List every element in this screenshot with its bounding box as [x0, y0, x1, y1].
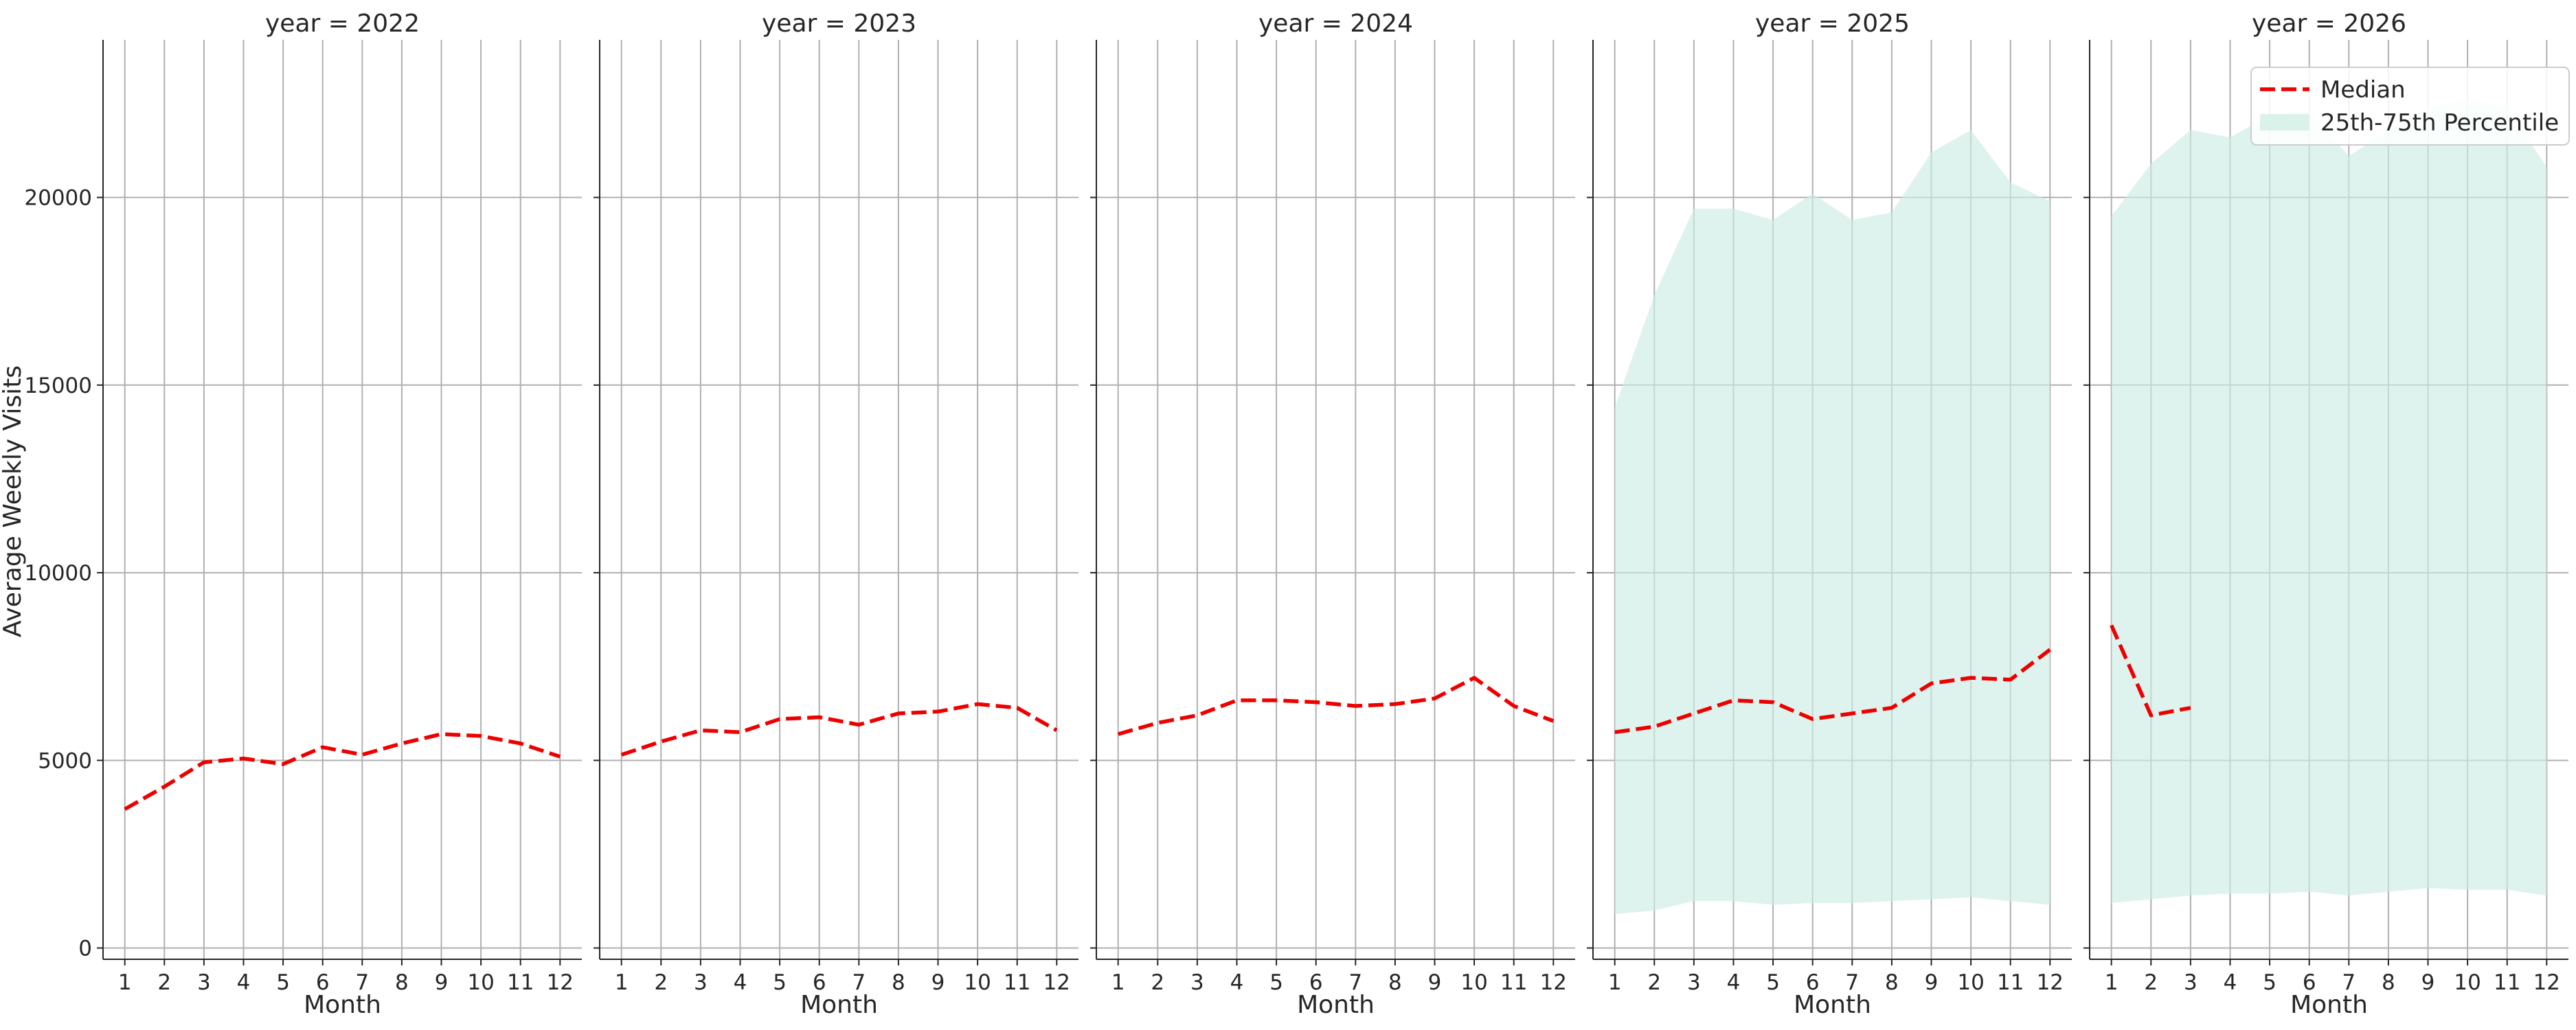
x-tick-label: 10	[1460, 970, 1487, 995]
x-tick-label: 8	[1885, 970, 1899, 995]
x-tick-label: 11	[507, 970, 534, 995]
x-tick-label: 11	[2494, 970, 2520, 995]
legend-median-label: Median	[2320, 76, 2406, 104]
x-tick-label: 7	[852, 970, 866, 995]
y-tick-label: 5000	[38, 748, 92, 773]
x-tick-label: 3	[1190, 970, 1204, 995]
x-tick-label: 12	[1043, 970, 1070, 995]
x-axis-label: Month	[2290, 991, 2368, 1019]
x-tick-label: 3	[2184, 970, 2197, 995]
x-tick-label: 9	[1428, 970, 1442, 995]
x-tick-label: 7	[2342, 970, 2355, 995]
x-tick-label: 9	[1925, 970, 1939, 995]
x-tick-label: 5	[276, 970, 290, 995]
x-tick-label: 6	[813, 970, 826, 995]
x-tick-label: 12	[2533, 970, 2560, 995]
x-tick-label: 10	[964, 970, 991, 995]
x-tick-label: 4	[734, 970, 747, 995]
x-tick-label: 2	[2144, 970, 2158, 995]
x-tick-label: 6	[1309, 970, 1323, 995]
x-tick-label: 7	[355, 970, 369, 995]
x-tick-label: 5	[1269, 970, 1283, 995]
x-tick-label: 5	[773, 970, 787, 995]
x-tick-label: 3	[197, 970, 211, 995]
x-tick-label: 8	[395, 970, 409, 995]
x-tick-label: 8	[892, 970, 905, 995]
x-tick-label: 3	[1687, 970, 1701, 995]
panel-title: year = 2024	[1258, 10, 1413, 38]
x-tick-label: 6	[316, 970, 330, 995]
x-tick-label: 1	[615, 970, 629, 995]
x-tick-label: 12	[2037, 970, 2064, 995]
x-tick-label: 5	[1766, 970, 1780, 995]
x-tick-label: 2	[1151, 970, 1164, 995]
legend: Median 25th-75th Percentile	[2250, 67, 2570, 146]
x-tick-label: 10	[2454, 970, 2481, 995]
x-axis-label: Month	[1297, 991, 1375, 1019]
median-line	[1614, 648, 2051, 735]
legend-band-label: 25th-75th Percentile	[2320, 109, 2559, 137]
x-tick-label: 6	[1806, 970, 1820, 995]
x-axis-label: Month	[800, 991, 878, 1019]
x-tick-label: 1	[1111, 970, 1125, 995]
median-line	[1117, 676, 1555, 736]
legend-box	[2250, 67, 2570, 146]
panel-title: year = 2023	[762, 10, 916, 38]
x-tick-label: 1	[2105, 970, 2119, 995]
x-tick-label: 9	[435, 970, 449, 995]
x-tick-label: 12	[547, 970, 574, 995]
x-tick-label: 8	[1388, 970, 1402, 995]
x-tick-label: 1	[118, 970, 132, 995]
y-tick-label: 20000	[24, 186, 92, 211]
x-tick-label: 3	[694, 970, 708, 995]
y-axis-label: Average Weekly Visits	[0, 365, 27, 637]
median-line	[2110, 624, 2191, 718]
x-tick-label: 5	[2263, 970, 2276, 995]
x-tick-label: 9	[931, 970, 945, 995]
y-tick-label: 0	[78, 937, 92, 961]
x-axis-label: Month	[304, 991, 381, 1019]
x-tick-label: 4	[1230, 970, 1244, 995]
percentile-band	[1614, 130, 2050, 915]
median-line	[620, 702, 1058, 757]
y-tick-label: 10000	[24, 561, 92, 586]
x-tick-label: 7	[1348, 970, 1362, 995]
y-tick-label: 15000	[24, 374, 92, 398]
legend-band-swatch	[2260, 114, 2309, 130]
x-tick-label: 12	[1540, 970, 1567, 995]
x-tick-label: 2	[654, 970, 668, 995]
x-tick-label: 11	[1500, 970, 1527, 995]
x-tick-label: 11	[1004, 970, 1030, 995]
panel-title: year = 2026	[2252, 10, 2406, 38]
x-tick-label: 8	[2382, 970, 2395, 995]
x-axis-label: Month	[1794, 991, 1871, 1019]
x-tick-label: 9	[2421, 970, 2435, 995]
x-tick-label: 4	[237, 970, 251, 995]
x-tick-label: 2	[1647, 970, 1661, 995]
panel-title: year = 2022	[265, 10, 420, 38]
x-tick-label: 4	[1727, 970, 1741, 995]
x-tick-label: 10	[467, 970, 494, 995]
panel-title: year = 2025	[1755, 10, 1910, 38]
x-tick-label: 7	[1845, 970, 1859, 995]
x-tick-label: 4	[2224, 970, 2237, 995]
percentile-band	[2111, 100, 2547, 903]
median-line	[124, 732, 561, 811]
x-tick-label: 1	[1608, 970, 1622, 995]
x-tick-label: 2	[157, 970, 171, 995]
x-tick-label: 11	[1997, 970, 2024, 995]
x-tick-label: 6	[2303, 970, 2316, 995]
x-tick-label: 10	[1957, 970, 1984, 995]
